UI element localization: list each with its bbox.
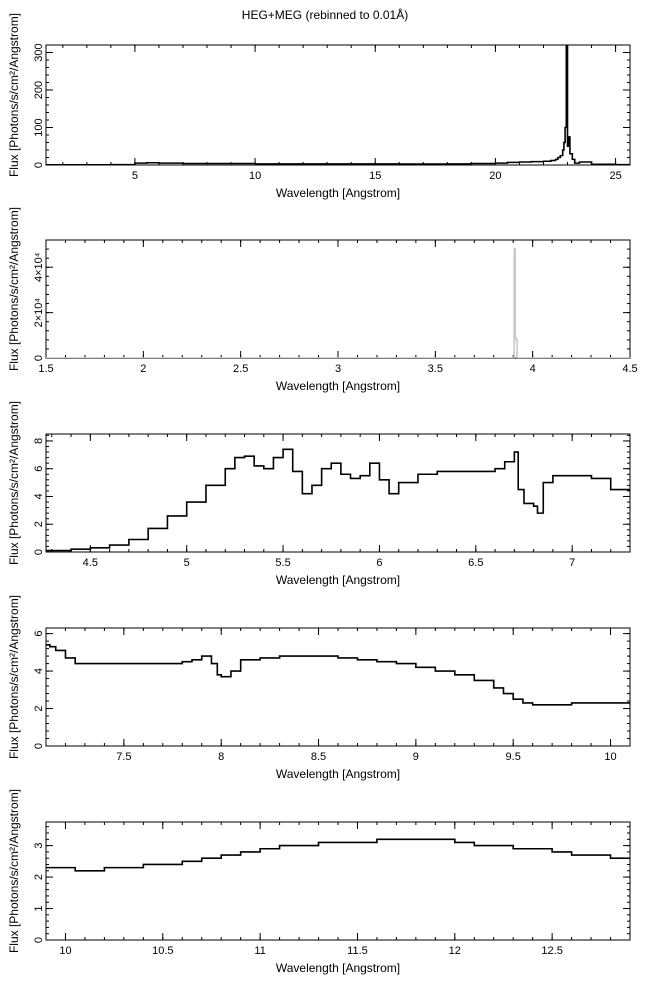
y-tick-label: 2 bbox=[33, 705, 45, 711]
x-tick-label: 10.5 bbox=[152, 945, 173, 957]
y-axis-label: Flux [Photons/s/cm²/Angstrom] bbox=[7, 595, 21, 759]
y-tick-label: 3 bbox=[33, 843, 45, 849]
y-tick-label: 100 bbox=[33, 118, 45, 136]
x-tick-label: 4 bbox=[530, 363, 536, 375]
x-axis-label: Wavelength [Angstrom] bbox=[276, 573, 400, 587]
x-tick-label: 3 bbox=[335, 363, 341, 375]
x-tick-label: 4.5 bbox=[622, 363, 637, 375]
x-tick-label: 6 bbox=[376, 557, 382, 569]
y-axis-label: Flux [Photons/s/cm²/Angstrom] bbox=[7, 401, 21, 565]
x-tick-label: 5 bbox=[132, 170, 138, 182]
x-tick-label: 11 bbox=[254, 945, 265, 957]
y-tick-label: 4×10⁴ bbox=[33, 252, 45, 282]
chart-panel-3: 4.5 5 5.5 6 6.5 7 0 2 4 6 8 Wavelength [Angstrom] Fl… bbox=[7, 401, 631, 587]
x-tick-label: 20 bbox=[489, 170, 501, 182]
y-tick-label: 0 bbox=[33, 549, 45, 555]
x-tick-label: 5 bbox=[184, 557, 190, 569]
x-tick-label: 6.5 bbox=[468, 557, 483, 569]
y-tick-label: 6 bbox=[33, 631, 45, 637]
y-tick-label: 2 bbox=[33, 874, 45, 880]
x-tick-label: 3.5 bbox=[428, 363, 443, 375]
y-tick-label: 0 bbox=[33, 743, 45, 749]
x-tick-label: 12.5 bbox=[541, 945, 562, 957]
y-tick-label: 2×10⁴ bbox=[33, 298, 45, 328]
x-tick-label: 10 bbox=[59, 945, 71, 957]
y-tick-label: 200 bbox=[33, 81, 45, 99]
page-title: HEG+MEG (rebinned to 0.01Å) bbox=[241, 8, 409, 22]
x-tick-label: 7.5 bbox=[116, 751, 131, 763]
x-axis-label: Wavelength [Angstrom] bbox=[276, 379, 400, 393]
x-tick-label: 10 bbox=[604, 751, 616, 763]
data-series-line bbox=[46, 644, 630, 706]
y-tick-label: 2 bbox=[33, 521, 45, 527]
x-tick-label: 15 bbox=[369, 170, 381, 182]
x-tick-label: 9 bbox=[413, 751, 419, 763]
plot-frame bbox=[45, 239, 631, 359]
y-tick-label: 4 bbox=[33, 668, 45, 674]
x-tick-label: 7 bbox=[569, 557, 575, 569]
data-series-line bbox=[46, 838, 630, 872]
y-tick-label: 8 bbox=[33, 438, 45, 444]
x-tick-label: 25 bbox=[609, 170, 621, 182]
y-axis-label: Flux [Photons/s/cm²/Angstrom] bbox=[7, 207, 21, 371]
x-tick-label: 11.5 bbox=[347, 945, 368, 957]
plot-frame bbox=[45, 821, 631, 941]
data-series-line bbox=[46, 45, 630, 165]
chart-panel-2: 1.5 2 2.5 3 3.5 4 4.5 0 2×10⁴ 4×10⁴ Wavelength [An… bbox=[7, 207, 638, 393]
x-tick-label: 8 bbox=[218, 751, 224, 763]
x-tick-label: 8.5 bbox=[311, 751, 326, 763]
x-tick-label: 10 bbox=[249, 170, 261, 182]
data-series-line bbox=[46, 448, 630, 552]
y-tick-label: 0 bbox=[33, 355, 45, 361]
x-axis-label: Wavelength [Angstrom] bbox=[276, 961, 400, 975]
y-tick-label: 300 bbox=[33, 43, 45, 61]
plot-frame bbox=[45, 433, 631, 553]
chart-panel-1: 5 10 15 20 25 0 100 200 300 Wavelength [Angstrom]… bbox=[7, 13, 631, 200]
data-series-line bbox=[46, 248, 630, 358]
y-tick-label: 0 bbox=[33, 162, 45, 168]
y-axis-label: Flux [Photons/s/cm²/Angstrom] bbox=[7, 789, 21, 953]
x-tick-label: 2 bbox=[140, 363, 146, 375]
y-tick-label: 0 bbox=[33, 937, 45, 943]
y-tick-label: 6 bbox=[33, 466, 45, 472]
x-axis-label: Wavelength [Angstrom] bbox=[276, 186, 400, 200]
y-tick-label: 4 bbox=[33, 493, 45, 499]
x-axis-label: Wavelength [Angstrom] bbox=[276, 767, 400, 781]
x-tick-label: 1.5 bbox=[38, 363, 53, 375]
x-tick-label: 12 bbox=[449, 945, 461, 957]
y-axis-label: Flux [Photons/s/cm²/Angstrom] bbox=[7, 13, 21, 177]
plot-frame bbox=[45, 627, 631, 747]
x-tick-label: 4.5 bbox=[83, 557, 98, 569]
chart-panel-4: 7.5 8 8.5 9 9.5 10 0 2 4 6 Wavelength [Angstrom] Fl… bbox=[7, 595, 631, 781]
plot-frame bbox=[45, 44, 631, 166]
y-tick-label: 1 bbox=[33, 905, 45, 911]
x-tick-label: 5.5 bbox=[275, 557, 290, 569]
x-tick-label: 9.5 bbox=[506, 751, 521, 763]
x-tick-label: 2.5 bbox=[233, 363, 248, 375]
